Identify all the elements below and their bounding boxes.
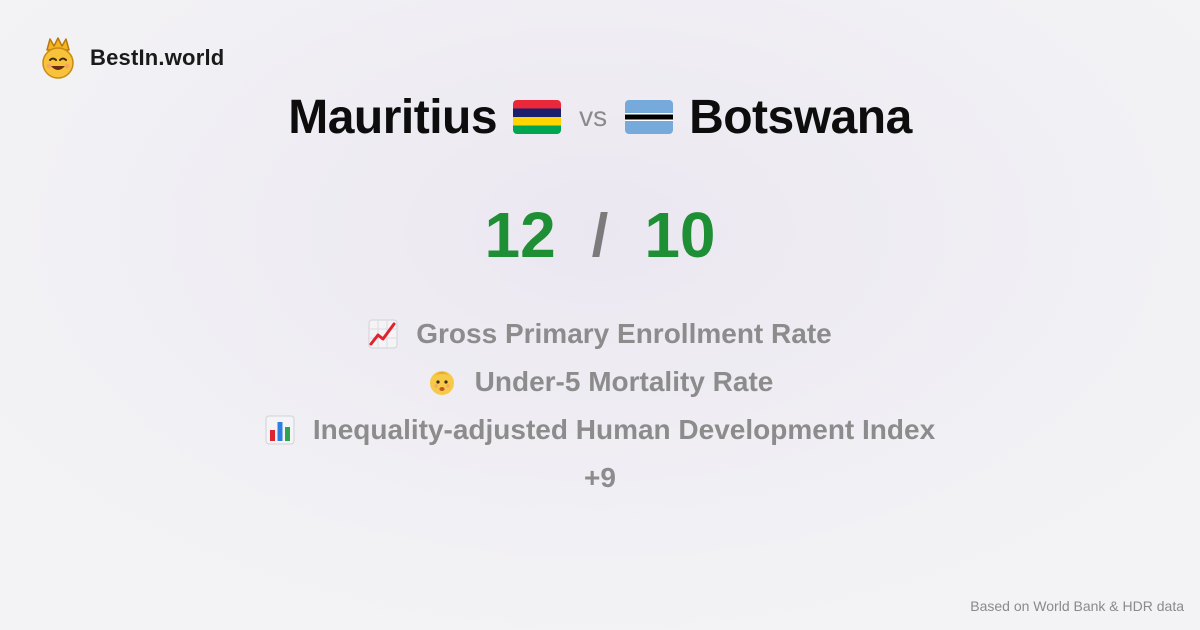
score-separator: / [591,201,609,269]
left-country-name: Mauritius [288,90,498,144]
metric-item: Inequality-adjusted Human Development In… [265,406,935,454]
bar-chart-icon [265,415,295,445]
crowned-smiley-icon [42,37,74,79]
botswana-flag-icon [625,100,674,134]
metric-item: Gross Primary Enrollment Rate [368,310,832,358]
chart-increasing-icon [368,319,398,349]
comparison-title: Mauritius vs Botswana [0,86,1200,148]
left-score: 12 [484,199,556,271]
metric-label: Inequality-adjusted Human Development In… [312,414,936,445]
right-score: 10 [644,199,716,271]
mauritius-flag-icon [513,100,562,134]
right-country-name: Botswana [689,90,912,144]
metrics-list: Gross Primary Enrollment Rate Under-5 Mo… [0,310,1200,502]
metric-item: Under-5 Mortality Rate [427,358,774,406]
vs-label: vs [579,101,608,132]
baby-icon [429,371,454,395]
score-row: 12 / 10 [0,190,1200,280]
data-source-note: Based on World Bank & HDR data [970,598,1184,614]
brand-name: BestIn.world [90,45,225,70]
metric-label: Under-5 Mortality Rate [474,366,774,397]
metric-label: Gross Primary Enrollment Rate [416,318,832,349]
brand[interactable]: BestIn.world [38,36,224,80]
more-metrics-count: +9 [584,462,616,493]
